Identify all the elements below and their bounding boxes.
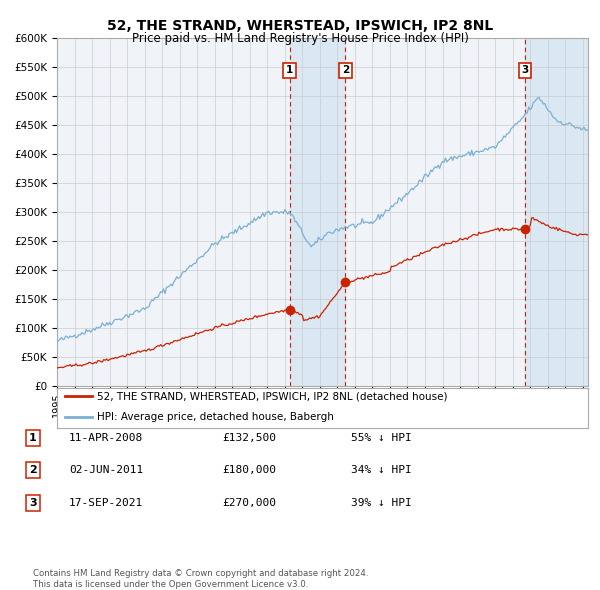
Text: 39% ↓ HPI: 39% ↓ HPI: [351, 498, 412, 507]
Text: 11-APR-2008: 11-APR-2008: [69, 433, 143, 442]
Text: Contains HM Land Registry data © Crown copyright and database right 2024.
This d: Contains HM Land Registry data © Crown c…: [33, 569, 368, 589]
Text: 52, THE STRAND, WHERSTEAD, IPSWICH, IP2 8NL: 52, THE STRAND, WHERSTEAD, IPSWICH, IP2 …: [107, 19, 493, 33]
Text: 1: 1: [286, 65, 293, 76]
Text: £132,500: £132,500: [222, 433, 276, 442]
Text: 17-SEP-2021: 17-SEP-2021: [69, 498, 143, 507]
Bar: [290, 38, 345, 386]
Text: 3: 3: [521, 65, 529, 76]
Text: HPI: Average price, detached house, Babergh: HPI: Average price, detached house, Babe…: [97, 412, 334, 422]
Text: 3: 3: [29, 498, 37, 507]
Text: 1: 1: [29, 433, 37, 442]
Text: 34% ↓ HPI: 34% ↓ HPI: [351, 466, 412, 475]
Text: £270,000: £270,000: [222, 498, 276, 507]
Text: 2: 2: [341, 65, 349, 76]
Text: Price paid vs. HM Land Registry's House Price Index (HPI): Price paid vs. HM Land Registry's House …: [131, 32, 469, 45]
Text: 55% ↓ HPI: 55% ↓ HPI: [351, 433, 412, 442]
Text: 02-JUN-2011: 02-JUN-2011: [69, 466, 143, 475]
Text: 52, THE STRAND, WHERSTEAD, IPSWICH, IP2 8NL (detached house): 52, THE STRAND, WHERSTEAD, IPSWICH, IP2 …: [97, 391, 448, 401]
Text: £180,000: £180,000: [222, 466, 276, 475]
Text: 2: 2: [29, 466, 37, 475]
Bar: [525, 38, 588, 386]
